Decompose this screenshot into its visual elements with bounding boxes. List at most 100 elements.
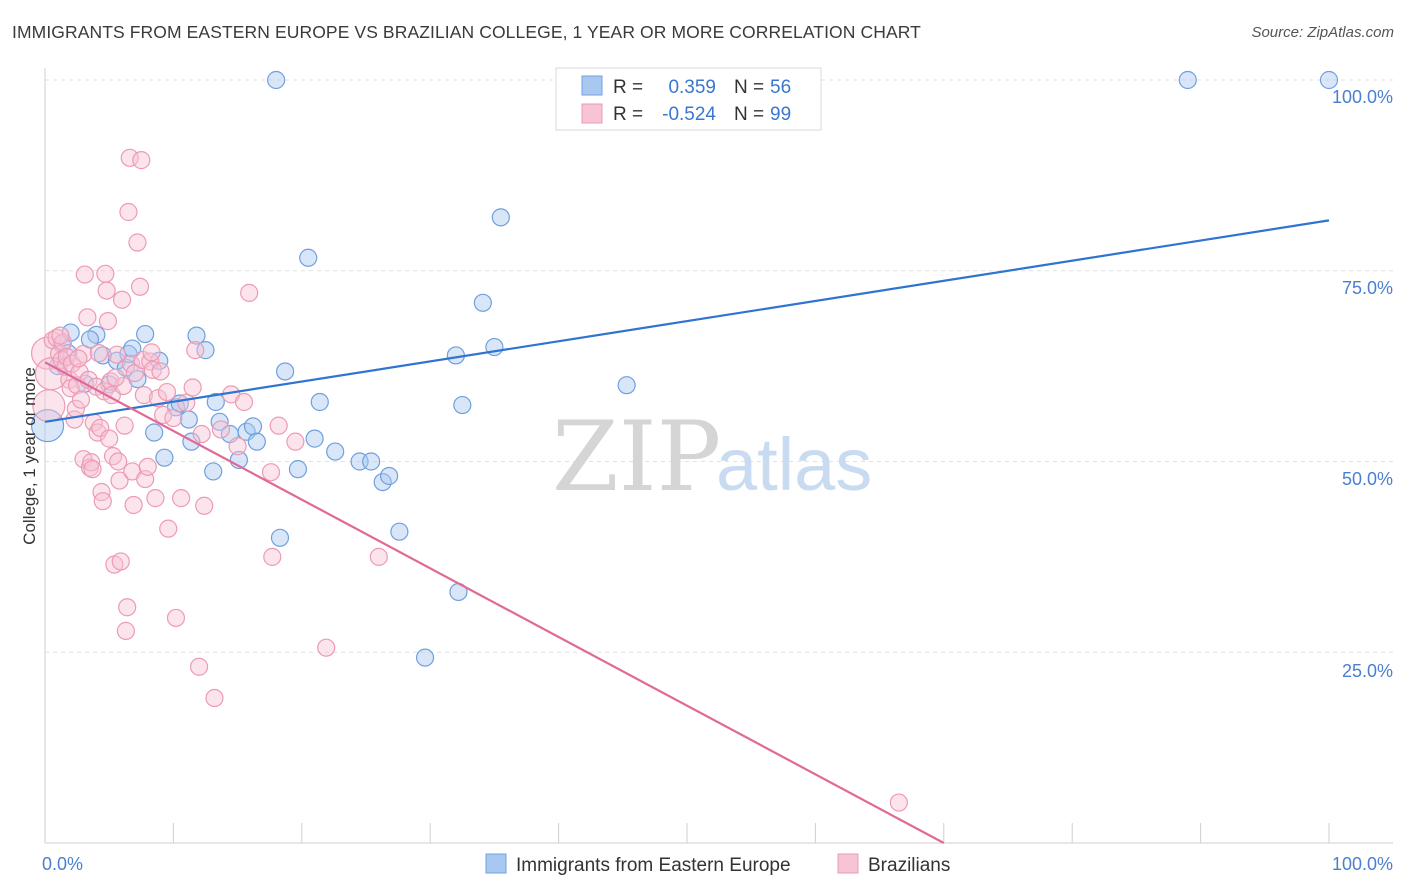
eastern-europe-point <box>243 417 263 436</box>
eastern-europe-point <box>210 412 229 431</box>
eastern-europe-point <box>453 395 472 415</box>
brazilians-point <box>96 264 115 283</box>
eastern-europe-point <box>247 432 266 451</box>
brazilians-point <box>132 151 151 170</box>
eastern-europe-point <box>136 324 155 344</box>
eastern-europe-point <box>1178 70 1197 90</box>
brazilians-point <box>119 202 138 222</box>
series-brazilians-points <box>30 148 908 812</box>
eastern-europe-point <box>491 208 510 227</box>
brazilians-point <box>71 390 91 409</box>
legend-n-label-1: N = <box>734 104 764 125</box>
y-tick-label-100: 100.0% <box>1332 87 1393 107</box>
gridlines <box>45 79 1393 653</box>
eastern-europe-point <box>204 462 223 481</box>
brazilians-point <box>83 460 102 479</box>
brazilians-point <box>121 354 141 373</box>
bottom-legend-label-brazilians: Brazilians <box>868 855 950 876</box>
brazilians-point <box>166 608 186 628</box>
brazilians-point <box>189 657 209 676</box>
chart-source: Source: ZipAtlas.com <box>1251 24 1394 41</box>
eastern-europe-point <box>61 323 80 342</box>
trend-line-brazilians <box>44 361 945 844</box>
brazilians-point <box>205 688 224 708</box>
legend-swatch-eastern-europe <box>581 75 603 96</box>
eastern-europe-point <box>415 648 435 667</box>
bottom-legend-label-eastern-europe: Immigrants from Eastern Europe <box>516 855 791 876</box>
brazilians-point <box>151 362 170 381</box>
brazilians-point <box>107 345 127 364</box>
eastern-europe-point <box>1319 70 1339 90</box>
eastern-europe-point <box>267 70 286 90</box>
eastern-europe-point <box>299 248 318 267</box>
brazilians-point <box>159 519 178 538</box>
eastern-europe-point <box>270 528 290 547</box>
brazilians-point <box>143 360 162 380</box>
brazilians-point <box>100 429 119 448</box>
legend-r-value-1: -0.524 <box>662 104 716 125</box>
brazilians-point <box>51 326 70 345</box>
brazilians-point <box>111 552 130 571</box>
eastern-europe-point <box>473 293 492 312</box>
y-tick-label-25: 25.0% <box>1342 661 1393 681</box>
series-legend: Immigrants from Eastern Europe Brazilian… <box>485 853 950 876</box>
eastern-europe-point <box>145 423 164 442</box>
eastern-europe-point <box>30 409 65 443</box>
brazilians-point <box>234 392 254 412</box>
brazilians-point <box>211 420 231 439</box>
brazilians-point <box>134 386 153 405</box>
eastern-europe-point <box>276 362 295 381</box>
brazilians-point <box>172 489 191 508</box>
brazilians-point <box>192 424 211 444</box>
legend-r-value-0: 0.359 <box>668 77 716 98</box>
y-tick-label-50: 50.0% <box>1342 469 1393 489</box>
eastern-europe-point <box>390 522 409 541</box>
brazilians-point <box>69 349 88 368</box>
brazilians-point <box>240 283 259 302</box>
brazilians-point <box>82 453 101 472</box>
brazilians-point <box>112 290 132 309</box>
brazilians-point <box>317 638 336 657</box>
brazilians-point <box>92 482 111 502</box>
brazilians-point <box>195 496 214 515</box>
brazilians-point <box>128 233 147 252</box>
brazilians-point <box>120 148 139 167</box>
eastern-europe-point <box>179 410 198 429</box>
brazilians-point <box>78 308 97 327</box>
brazilians-point <box>186 341 205 360</box>
eastern-europe-point <box>206 392 225 412</box>
brazilians-point <box>97 281 116 300</box>
eastern-europe-point <box>305 429 324 448</box>
trend-line-eastern-europe <box>44 219 1330 423</box>
brazilians-point <box>110 471 129 490</box>
brazilians-point <box>106 368 125 387</box>
legend-swatch-brazilians <box>581 103 603 124</box>
legend-n-label-0: N = <box>734 77 764 98</box>
eastern-europe-point <box>155 448 174 467</box>
x-tick-marks <box>44 823 1330 843</box>
brazilians-point <box>164 408 183 428</box>
x-tick-label-max: 100.0% <box>1332 854 1393 874</box>
brazilians-point <box>154 405 173 425</box>
brazilians-point <box>286 432 305 451</box>
brazilians-point <box>138 457 157 476</box>
y-tick-label-75: 75.0% <box>1342 278 1393 298</box>
brazilians-point <box>369 547 388 566</box>
legend-r-label-0: R = <box>613 77 643 98</box>
watermark-zip: ZIP <box>552 401 721 513</box>
y-axis-label: College, 1 year or more <box>20 367 39 545</box>
brazilians-point <box>263 547 282 566</box>
brazilians-point <box>75 265 94 284</box>
watermark-atlas: atlas <box>716 423 872 506</box>
brazilians-point <box>146 489 165 508</box>
eastern-europe-point <box>288 460 308 479</box>
bottom-legend-swatch-eastern-europe <box>485 853 507 874</box>
correlation-legend: R = 0.359 N = 56 R = -0.524 N = 99 <box>555 67 822 131</box>
legend-r-label-1: R = <box>613 104 643 125</box>
eastern-europe-point <box>310 392 329 412</box>
bottom-legend-swatch-brazilians <box>837 853 859 874</box>
eastern-europe-point <box>187 326 206 345</box>
series-eastern-europe-points <box>30 70 1339 667</box>
brazilians-point <box>183 378 202 397</box>
